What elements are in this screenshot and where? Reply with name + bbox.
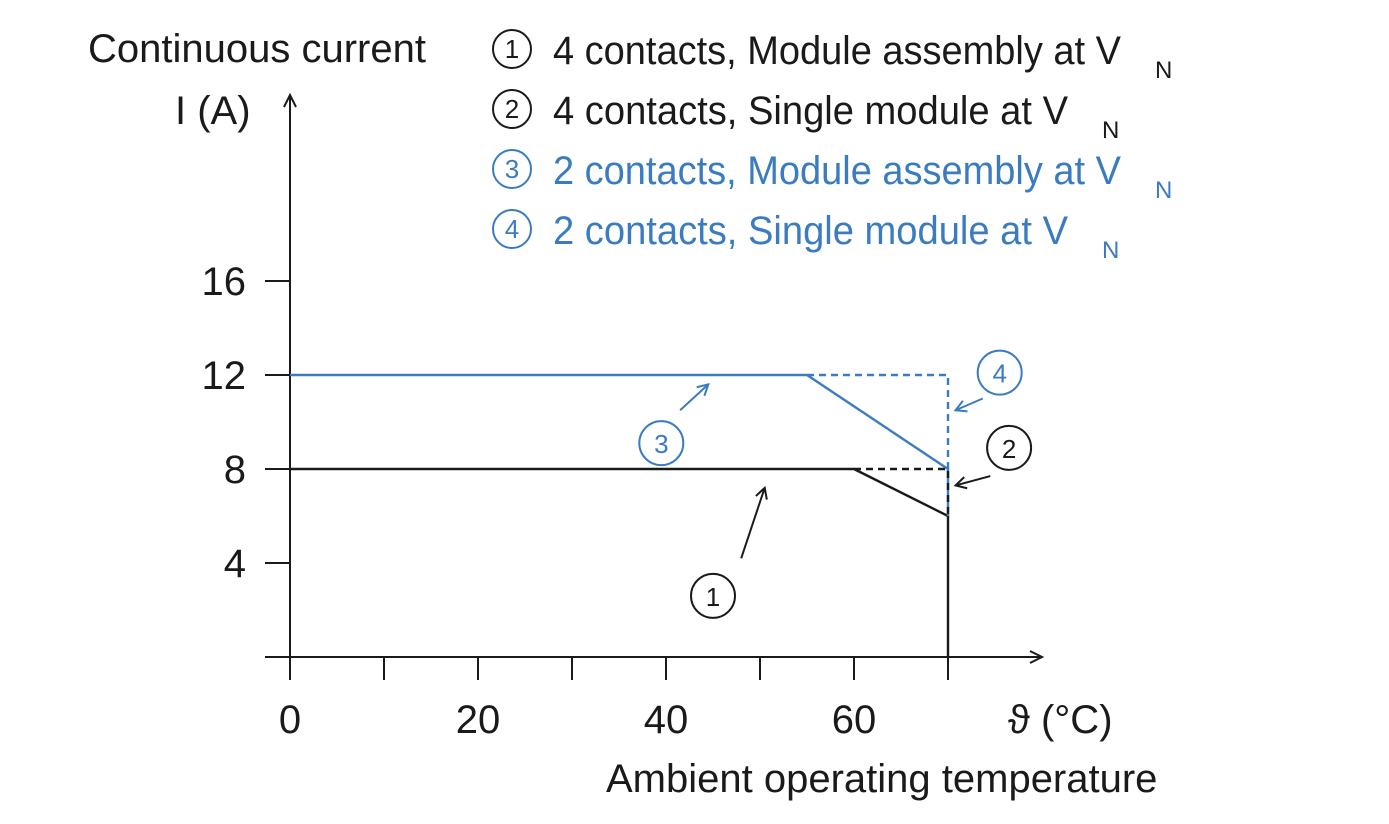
annotation-arrow-2 [955, 475, 991, 487]
series-line-1 [290, 467, 950, 657]
series-group [290, 373, 950, 657]
x-ticks [289, 657, 949, 680]
legend: 1 4 contacts, Module assembly at V N 2 4 con… [492, 29, 1172, 264]
annotation-marker-2 [986, 424, 1033, 471]
legend-subscript-4: N [1102, 237, 1119, 264]
legend-marker-label-2: 2 [505, 94, 519, 124]
y-axis-title-line2: I (A) [175, 89, 251, 133]
legend-marker-label-3: 3 [505, 154, 519, 184]
legend-subscript-3: N [1155, 177, 1172, 204]
series-line-2 [854, 467, 950, 516]
x-tick-label-40: 40 [644, 698, 689, 742]
x-tick-labels: 0 20 40 60 [279, 698, 876, 742]
annotation-arrowhead-2 [953, 476, 968, 490]
x-axis-title: Ambient operating temperature [606, 757, 1157, 801]
annotation-marker-4 [976, 349, 1023, 396]
legend-marker-label-1: 1 [505, 34, 519, 64]
series-line-3 [290, 373, 950, 516]
y-tick-label-8: 8 [224, 448, 246, 492]
axes [265, 95, 1042, 680]
legend-marker-1 [492, 29, 532, 69]
annotation-marker-3 [638, 420, 685, 467]
legend-item-1: 1 4 contacts, Module assembly at V N [492, 29, 1172, 84]
legend-subscript-2: N [1102, 117, 1119, 144]
y-tick-label-12: 12 [202, 354, 247, 398]
annotations-group: 1 2 3 4 [638, 349, 1033, 619]
annotation-label-1: 1 [706, 582, 720, 612]
y-tick-labels: 4 8 12 16 [202, 260, 247, 586]
legend-item-4: 4 2 contacts, Single module at V N [492, 209, 1119, 264]
annotation-label-4: 4 [992, 359, 1006, 389]
annotation-label-2: 2 [1002, 434, 1016, 464]
annotation-label-3: 3 [654, 429, 668, 459]
annotation-arrowhead-4 [953, 400, 968, 413]
legend-marker-2 [492, 89, 532, 129]
annotation-arrowhead-3 [696, 382, 710, 397]
legend-text-2: 4 contacts, Single module at V [553, 89, 1068, 133]
x-tick-label-20: 20 [456, 698, 501, 742]
legend-item-2: 2 4 contacts, Single module at V N [492, 89, 1119, 144]
legend-item-3: 3 2 contacts, Module assembly at V N [492, 149, 1172, 204]
legend-marker-label-4: 4 [505, 214, 519, 244]
x-tick-label-0: 0 [279, 698, 301, 742]
legend-text-1: 4 contacts, Module assembly at V [553, 29, 1121, 73]
y-tick-label-4: 4 [224, 542, 246, 586]
annotation-arrowhead-1 [755, 485, 768, 500]
y-axis-title-line1: Continuous current [88, 27, 426, 71]
legend-subscript-1: N [1155, 57, 1172, 84]
legend-marker-3 [492, 149, 532, 189]
legend-text-3: 2 contacts, Module assembly at V [553, 149, 1121, 193]
annotation-arrow-4 [955, 397, 984, 412]
annotation-arrow-1 [740, 487, 766, 559]
annotation-arrow-3 [679, 383, 709, 411]
annotation-marker-1 [690, 572, 736, 619]
legend-text-4: 2 contacts, Single module at V [553, 209, 1068, 253]
legend-marker-4 [492, 209, 532, 249]
x-axis-unit: ϑ (°C) [1008, 698, 1113, 742]
y-tick-label-16: 16 [202, 260, 247, 304]
y-ticks [265, 280, 290, 564]
x-tick-label-60: 60 [832, 698, 877, 742]
